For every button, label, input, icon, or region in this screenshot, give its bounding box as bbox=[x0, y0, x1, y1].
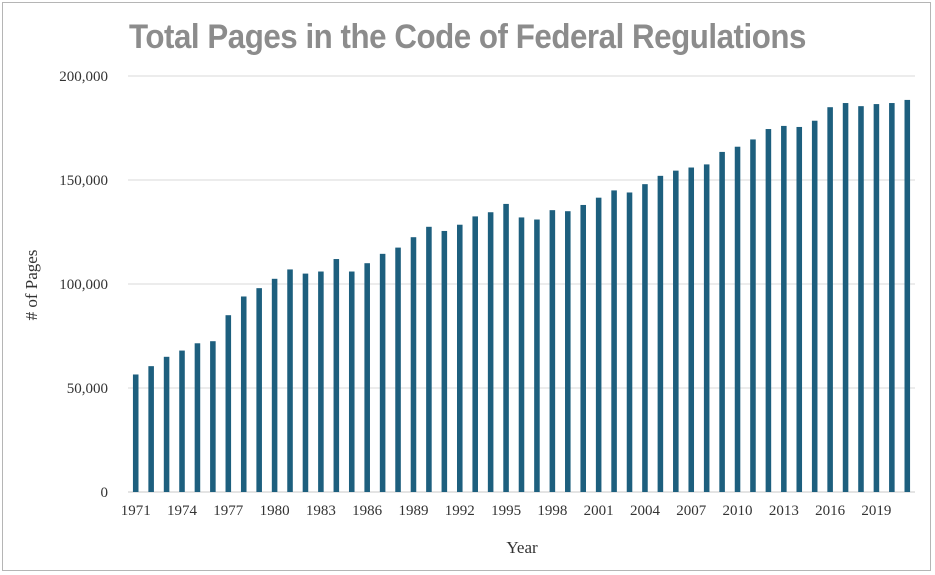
bar-2009 bbox=[719, 151, 725, 493]
bar-2008 bbox=[703, 164, 710, 492]
x-tick-label: 1995 bbox=[491, 503, 521, 519]
bar-1985 bbox=[348, 271, 355, 492]
bar-1993 bbox=[472, 216, 478, 492]
bar-1996 bbox=[518, 217, 525, 492]
bar-1974 bbox=[179, 350, 185, 492]
x-tick-label: 1974 bbox=[167, 503, 198, 519]
bar-1988 bbox=[395, 247, 401, 492]
bar-2007 bbox=[688, 167, 695, 492]
bar-2019 bbox=[873, 104, 880, 492]
bar-2021 bbox=[904, 99, 911, 493]
bar-2000 bbox=[580, 204, 587, 492]
bar-1975 bbox=[194, 343, 201, 492]
x-tick-label: 1977 bbox=[213, 503, 244, 519]
bar-1995 bbox=[503, 203, 509, 493]
x-tick-label: 1971 bbox=[121, 503, 151, 519]
y-axis-ticks: 0 50,000 100,000 150,000 200,000 bbox=[59, 69, 108, 501]
bar-1986 bbox=[364, 263, 370, 492]
bar-2003 bbox=[626, 192, 633, 493]
y-axis-title: # of Pages bbox=[22, 250, 41, 321]
bar-1979 bbox=[256, 288, 262, 492]
bar-2016 bbox=[827, 107, 833, 492]
y-tick-label: 150,000 bbox=[59, 173, 108, 189]
bar-1978 bbox=[240, 296, 247, 492]
bar-1997 bbox=[534, 219, 540, 492]
bar-2017 bbox=[842, 103, 849, 492]
x-tick-label: 2019 bbox=[861, 503, 891, 519]
bar-2005 bbox=[657, 175, 664, 492]
bar-2015 bbox=[811, 120, 818, 492]
x-tick-label: 2013 bbox=[769, 503, 799, 519]
x-tick-label: 2007 bbox=[676, 503, 707, 519]
bar-2011 bbox=[750, 139, 756, 492]
x-tick-label: 2001 bbox=[584, 503, 614, 519]
bar-1989 bbox=[410, 237, 417, 492]
bar-2002 bbox=[611, 190, 617, 492]
bar-1976 bbox=[210, 341, 216, 492]
bar-1980 bbox=[271, 278, 278, 492]
bar-2013 bbox=[781, 125, 787, 493]
bar-2012 bbox=[765, 129, 772, 493]
y-tick-label: 200,000 bbox=[59, 69, 108, 85]
bar-2014 bbox=[796, 126, 803, 493]
bar-1992 bbox=[456, 224, 463, 492]
y-tick-label: 50,000 bbox=[67, 381, 108, 397]
x-tick-label: 2004 bbox=[630, 503, 661, 519]
chart-title: Total Pages in the Code of Federal Regul… bbox=[129, 18, 806, 56]
bar-1983 bbox=[318, 271, 324, 492]
bar-1987 bbox=[379, 253, 386, 492]
bar-2001 bbox=[595, 197, 602, 492]
bar-1991 bbox=[441, 230, 448, 492]
bars bbox=[132, 99, 911, 493]
bar-1984 bbox=[333, 259, 340, 492]
x-tick-label: 1992 bbox=[445, 503, 475, 519]
y-tick-label: 100,000 bbox=[59, 277, 108, 293]
bar-1971 bbox=[132, 374, 139, 492]
bar-2004 bbox=[642, 184, 648, 492]
bar-1994 bbox=[487, 212, 494, 493]
bar-1982 bbox=[302, 273, 309, 492]
bar-1981 bbox=[287, 269, 293, 492]
bar-1973 bbox=[163, 356, 170, 492]
bar-1990 bbox=[426, 226, 432, 493]
bar-2006 bbox=[673, 170, 679, 492]
bar-1998 bbox=[549, 210, 556, 492]
x-tick-label: 1980 bbox=[260, 503, 290, 519]
x-tick-label: 1983 bbox=[306, 503, 336, 519]
x-axis-ticks: 1971 1974 1977 1980 1983 1986 1989 1992 1995 1998… bbox=[121, 503, 892, 519]
bar-1999 bbox=[565, 211, 571, 492]
x-tick-label: 2016 bbox=[815, 503, 846, 519]
y-tick-label: 0 bbox=[101, 485, 109, 501]
x-tick-label: 1989 bbox=[398, 503, 428, 519]
bar-1977 bbox=[225, 315, 232, 492]
x-tick-label: 1986 bbox=[352, 503, 383, 519]
bar-2010 bbox=[734, 146, 741, 492]
x-axis-title: Year bbox=[506, 538, 538, 557]
bar-2018 bbox=[858, 106, 864, 492]
bar-1972 bbox=[148, 366, 154, 492]
bar-2020 bbox=[889, 103, 895, 492]
x-tick-label: 1998 bbox=[537, 503, 567, 519]
x-tick-label: 2010 bbox=[723, 503, 753, 519]
